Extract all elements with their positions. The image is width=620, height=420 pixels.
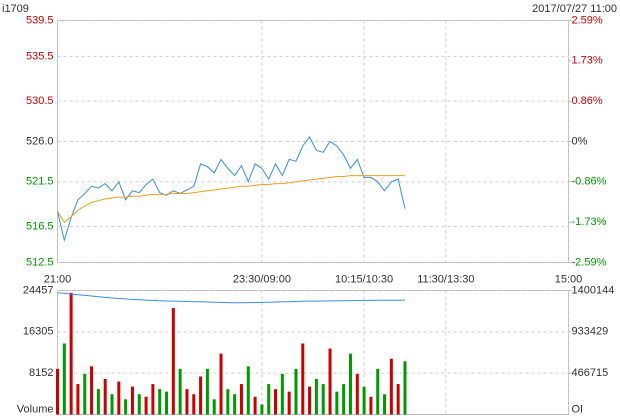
volume-bar: [178, 368, 182, 415]
volume-bar: [69, 292, 73, 415]
volume-bar: [199, 376, 203, 415]
volume-bar: [117, 381, 121, 415]
volume-bar: [144, 396, 148, 415]
volume-bar: [294, 368, 298, 415]
y-tick-label: 521.5: [26, 176, 54, 188]
x-tick-label: 23:30/09:00: [233, 273, 291, 285]
volume-bar: [355, 373, 359, 415]
symbol: i1709: [2, 3, 29, 15]
volume-bar: [376, 368, 380, 415]
volume-bar: [362, 386, 366, 415]
volume-bar: [287, 391, 291, 415]
data-line: [57, 136, 406, 243]
volume-bar: [56, 368, 59, 415]
volume-bar: [383, 394, 387, 415]
y2-tick-label: -1.73%: [572, 216, 607, 228]
y-tick-label: 535.5: [26, 50, 54, 62]
y-tick-label: 24457: [23, 284, 54, 296]
volume-bar: [274, 389, 278, 415]
y-axis-label: Volume: [17, 403, 54, 415]
volume-bar: [90, 366, 94, 415]
y-tick-label: 8152: [29, 367, 53, 379]
volume-bar: [246, 366, 250, 415]
volume-bar: [76, 384, 80, 415]
volume-bar: [96, 389, 100, 415]
volume-bar: [151, 384, 155, 415]
volume-bar: [280, 373, 284, 415]
volume-bar: [253, 396, 257, 415]
volume-bar: [171, 308, 175, 415]
volume-bar: [62, 343, 66, 415]
volume-bar: [103, 379, 107, 415]
volume-bar: [335, 391, 339, 415]
y-tick-label: 530.5: [26, 95, 54, 107]
volume-bar: [403, 361, 407, 415]
volume-bar: [226, 389, 230, 415]
volume-bar: [301, 343, 305, 415]
y-tick-label: 526.0: [26, 135, 54, 147]
volume-bar: [165, 391, 169, 415]
datetime: 2017/07/27 11:00: [532, 3, 617, 15]
y2-tick-label: -0.86%: [572, 176, 607, 188]
volume-bar: [342, 384, 346, 415]
volume-bar: [260, 404, 264, 415]
volume-bar: [158, 389, 162, 415]
x-tick-label: 11:30/13:30: [417, 273, 474, 285]
volume-bar: [219, 353, 223, 415]
y2-tick-label: 1.73%: [572, 55, 603, 67]
volume-bar: [369, 396, 373, 415]
x-tick-label: 21:00: [44, 273, 72, 285]
volume-bar: [137, 394, 141, 415]
volume-bar: [205, 368, 209, 415]
volume-bar: [308, 386, 312, 415]
volume-bar: [185, 389, 189, 415]
volume-bar: [314, 379, 318, 415]
volume-bar: [396, 384, 400, 415]
volume-bar: [233, 394, 237, 415]
volume-bar: [267, 384, 271, 415]
y-tick-label: 516.5: [26, 221, 54, 233]
volume-bar: [239, 384, 243, 415]
volume-bar: [328, 348, 332, 415]
data-line: [57, 175, 405, 223]
y2-tick-label: 0.86%: [572, 95, 603, 107]
data-line: [57, 292, 406, 304]
y2-axis-label: OI: [572, 403, 584, 415]
volume-bar: [83, 373, 87, 415]
volume-bar: [348, 353, 352, 415]
volume-bar: [124, 399, 128, 415]
y2-tick-label: 1400144: [572, 284, 615, 296]
volume-bar: [110, 394, 114, 415]
volume-bar: [389, 358, 393, 415]
volume-panel: [57, 290, 569, 415]
y-tick-label: 539.5: [26, 14, 54, 26]
y-tick-label: 16305: [23, 326, 54, 338]
volume-bar: [321, 384, 325, 415]
volume-bar: [130, 386, 134, 415]
volume-bar: [192, 394, 196, 415]
y2-tick-label: 2.59%: [572, 14, 603, 26]
y2-tick-label: 0%: [572, 135, 588, 147]
y2-tick-label: 933429: [572, 326, 609, 338]
volume-bar: [212, 399, 216, 415]
y-tick-label: 512.5: [26, 256, 54, 268]
x-tick-label: 10:15/10:30: [335, 273, 393, 285]
x-tick-label: 15:00: [555, 273, 583, 285]
y2-tick-label: 466715: [572, 367, 609, 379]
y2-tick-label: -2.59%: [572, 256, 607, 268]
